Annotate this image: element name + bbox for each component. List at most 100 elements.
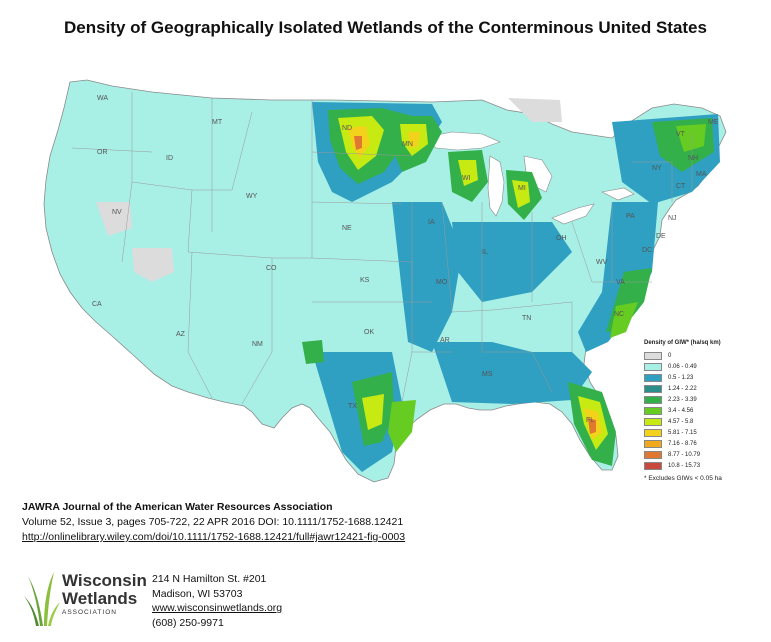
state-borders (71, 92, 693, 405)
legend-swatch (644, 406, 662, 415)
state-label-mo: MO (436, 279, 448, 286)
state-label-mi: MI (518, 185, 526, 192)
state-label-de: DE (656, 233, 666, 240)
logo-text: Wisconsin Wetlands ASSOCIATION (62, 571, 147, 617)
state-label-ms: MS (482, 371, 493, 378)
legend-label: 2.23 - 3.39 (668, 396, 697, 403)
state-label-vt: VT (676, 131, 686, 138)
state-label-az: AZ (176, 331, 186, 338)
logo-line1: Wisconsin (62, 571, 147, 590)
legend-swatch (644, 362, 662, 371)
state-label-ct: CT (676, 183, 686, 190)
state-label-me: ME (708, 119, 719, 126)
state-label-dc: DC (642, 247, 652, 254)
legend-item: 7.16 - 8.76 (644, 438, 768, 449)
state-label-mt: MT (212, 119, 223, 126)
citation-link[interactable]: http://onlinelibrary.wiley.com/doi/10.11… (22, 531, 406, 543)
address-city: Madison, WI 53703 (152, 587, 243, 600)
state-label-wa: WA (97, 95, 108, 102)
state-label-ca: CA (92, 301, 102, 308)
state-label-fl: FL (586, 417, 594, 424)
legend-label: 8.77 - 10.79 (668, 451, 701, 458)
state-labels: WA MT ND MN OR ID WY NE IA IL NV CA CO K… (92, 95, 719, 424)
legend-item: 10.8 - 15.73 (644, 460, 768, 471)
legend-swatch (644, 384, 662, 393)
citation: JAWRA Journal of the American Water Reso… (22, 500, 622, 545)
wisconsin-wetlands-logo: Wisconsin Wetlands ASSOCIATION (24, 568, 154, 628)
state-label-oh: OH (556, 235, 567, 242)
logo-line2: Wetlands (62, 589, 138, 608)
state-label-il: IL (482, 249, 488, 256)
state-label-pa: PA (626, 213, 635, 220)
legend-item: 2.23 - 3.39 (644, 394, 768, 405)
legend-label: 4.57 - 5.8 (668, 418, 694, 425)
wetland-density-map: WA MT ND MN OR ID WY NE IA IL NV CA CO K… (12, 52, 732, 492)
state-label-id: ID (166, 155, 173, 162)
address-website[interactable]: www.wisconsinwetlands.org (152, 602, 283, 614)
address-phone: (608) 250-9971 (152, 616, 224, 629)
legend-label: 5.81 - 7.15 (668, 429, 697, 436)
state-label-nv: NV (112, 209, 122, 216)
map-title: Density of Geographically Isolated Wetla… (64, 18, 707, 37)
map-legend: Density of GIW* (ha/sq km) 0 0.06 - 0.49 0… (644, 340, 768, 482)
logo-line3: ASSOCIATION (62, 609, 117, 616)
address-street: 214 N Hamilton St. #201 (152, 573, 267, 585)
state-label-ks: KS (360, 277, 370, 284)
citation-journal: JAWRA Journal of the American Water Reso… (22, 501, 333, 513)
state-label-ne: NE (342, 225, 352, 232)
address-block: 214 N Hamilton St. #201 Madison, WI 5370… (152, 572, 282, 630)
us-map-svg: WA MT ND MN OR ID WY NE IA IL NV CA CO K… (43, 79, 727, 483)
legend-item: 8.77 - 10.79 (644, 449, 768, 460)
legend-label: 0.06 - 0.49 (668, 363, 697, 370)
legend-items: 0 0.06 - 0.49 0.5 - 1.23 1.24 - 2.22 2.23 - … (644, 350, 768, 471)
state-label-mn: MN (402, 141, 413, 148)
legend-swatch (644, 428, 662, 437)
legend-item: 3.4 - 4.56 (644, 405, 768, 416)
legend-swatch (644, 351, 662, 360)
state-label-nd: ND (342, 125, 352, 132)
state-label-ny: NY (652, 165, 662, 172)
legend-swatch (644, 417, 662, 426)
legend-label: 0 (668, 352, 672, 359)
state-label-ia: IA (428, 219, 435, 226)
legend-label: 0.5 - 1.23 (668, 374, 694, 381)
state-label-nc: NC (614, 311, 624, 318)
state-label-tx: TX (348, 403, 357, 410)
state-label-wv: WV (596, 259, 608, 266)
legend-item: 0.5 - 1.23 (644, 372, 768, 383)
state-label-va: VA (616, 279, 625, 286)
legend-note: * Excludes GIWs < 0.05 ha (644, 475, 722, 482)
legend-label: 1.24 - 2.22 (668, 385, 697, 392)
state-label-ok: OK (364, 329, 374, 336)
lake-michigan (487, 155, 505, 217)
legend-item: 5.81 - 7.15 (644, 427, 768, 438)
legend-item: 4.57 - 5.8 (644, 416, 768, 427)
legend-swatch (644, 450, 662, 459)
legend-swatch (644, 373, 662, 382)
lake-ontario (601, 187, 635, 201)
state-label-tn: TN (522, 315, 531, 322)
legend-item: 0.06 - 0.49 (644, 361, 768, 372)
grass-icon (24, 572, 60, 626)
legend-label: 10.8 - 15.73 (668, 462, 701, 469)
state-label-nh: NH (688, 155, 698, 162)
state-label-nm: NM (252, 341, 263, 348)
legend-swatch (644, 439, 662, 448)
citation-volume: Volume 52, Issue 3, pages 705-722, 22 AP… (22, 516, 404, 528)
legend-label: 3.4 - 4.56 (668, 407, 694, 414)
legend-swatch (644, 395, 662, 404)
lake-superior (421, 131, 501, 151)
state-label-wy: WY (246, 193, 258, 200)
state-label-ar: AR (440, 337, 450, 344)
state-label-or: OR (97, 149, 108, 156)
state-label-ma: MA (696, 171, 707, 178)
state-label-nj: NJ (668, 215, 677, 222)
legend-title: Density of GIW* (ha/sq km) (644, 340, 721, 346)
legend-item: 0 (644, 350, 768, 361)
lake-erie (551, 203, 595, 225)
state-label-co: CO (266, 265, 277, 272)
state-label-wi: WI (462, 175, 471, 182)
legend-swatch (644, 461, 662, 470)
legend-item: 1.24 - 2.22 (644, 383, 768, 394)
legend-label: 7.16 - 8.76 (668, 440, 697, 447)
